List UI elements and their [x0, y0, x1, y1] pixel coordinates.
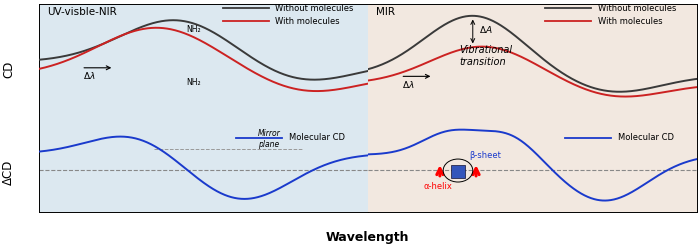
Text: β-sheet: β-sheet — [470, 151, 501, 160]
Text: CD: CD — [2, 60, 15, 77]
Text: Molecular CD: Molecular CD — [617, 133, 673, 142]
Text: NH₂: NH₂ — [186, 78, 200, 87]
Text: NH₂: NH₂ — [186, 25, 200, 34]
Text: MIR: MIR — [376, 7, 395, 17]
Text: Wavelength: Wavelength — [326, 231, 409, 244]
Text: Without molecules: Without molecules — [598, 3, 676, 13]
Text: Molecular CD: Molecular CD — [288, 133, 344, 142]
Bar — [451, 165, 466, 178]
Text: ΔCD: ΔCD — [2, 159, 15, 185]
Text: $\Delta\lambda$: $\Delta\lambda$ — [402, 79, 414, 90]
Text: With molecules: With molecules — [598, 17, 662, 26]
Text: Vibrational
transition: Vibrational transition — [460, 45, 512, 67]
Text: UV-visble-NIR: UV-visble-NIR — [47, 7, 116, 17]
Text: Without molecules: Without molecules — [275, 3, 354, 13]
Text: $\Delta A$: $\Delta A$ — [480, 24, 493, 35]
Text: $\Delta\lambda$: $\Delta\lambda$ — [83, 70, 95, 81]
Text: Mirror
plane: Mirror plane — [258, 129, 280, 149]
Text: α-helix: α-helix — [424, 182, 452, 191]
Text: With molecules: With molecules — [275, 17, 340, 26]
